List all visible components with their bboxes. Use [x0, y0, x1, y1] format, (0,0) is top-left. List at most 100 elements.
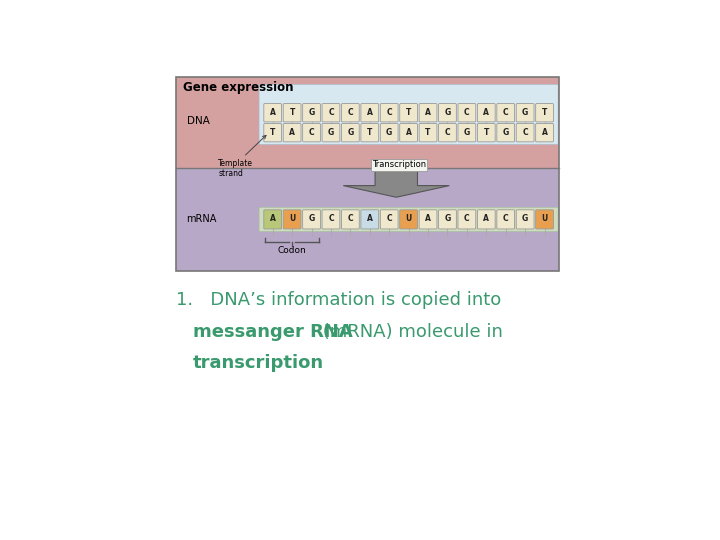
FancyBboxPatch shape	[283, 210, 301, 229]
Text: Transcription: Transcription	[372, 160, 426, 170]
Text: mRNA: mRNA	[186, 213, 217, 224]
Text: G: G	[347, 128, 354, 137]
Ellipse shape	[345, 179, 467, 266]
Text: G: G	[522, 214, 528, 224]
FancyBboxPatch shape	[341, 104, 359, 122]
Text: A: A	[270, 214, 276, 224]
FancyBboxPatch shape	[438, 210, 456, 229]
FancyBboxPatch shape	[419, 124, 437, 142]
Text: A: A	[541, 128, 547, 137]
Text: C: C	[387, 214, 392, 224]
FancyBboxPatch shape	[380, 210, 398, 229]
Text: A: A	[483, 108, 489, 117]
FancyBboxPatch shape	[419, 104, 437, 122]
Text: A: A	[367, 108, 373, 117]
FancyBboxPatch shape	[438, 104, 456, 122]
Text: U: U	[405, 214, 412, 224]
FancyBboxPatch shape	[536, 210, 554, 229]
Text: A: A	[367, 214, 373, 224]
Text: G: G	[328, 128, 334, 137]
Text: DNA: DNA	[186, 116, 210, 126]
FancyBboxPatch shape	[322, 104, 340, 122]
Text: A: A	[483, 214, 489, 224]
Text: G: G	[444, 108, 451, 117]
Text: A: A	[289, 128, 295, 137]
FancyBboxPatch shape	[380, 104, 398, 122]
Text: T: T	[484, 128, 489, 137]
Text: G: G	[464, 128, 470, 137]
FancyBboxPatch shape	[458, 104, 476, 122]
Text: T: T	[289, 108, 294, 117]
FancyBboxPatch shape	[302, 210, 320, 229]
FancyBboxPatch shape	[400, 124, 418, 142]
FancyBboxPatch shape	[264, 124, 282, 142]
Text: 1.   DNA’s information is copied into: 1. DNA’s information is copied into	[176, 292, 502, 309]
FancyBboxPatch shape	[322, 210, 340, 229]
FancyBboxPatch shape	[497, 210, 515, 229]
Text: C: C	[309, 128, 315, 137]
Text: T: T	[542, 108, 547, 117]
FancyBboxPatch shape	[458, 124, 476, 142]
Text: C: C	[503, 108, 508, 117]
Text: A: A	[425, 108, 431, 117]
FancyBboxPatch shape	[302, 104, 320, 122]
FancyBboxPatch shape	[477, 210, 495, 229]
FancyBboxPatch shape	[438, 124, 456, 142]
Text: A: A	[405, 128, 412, 137]
FancyBboxPatch shape	[400, 104, 418, 122]
Text: C: C	[464, 214, 469, 224]
FancyBboxPatch shape	[302, 124, 320, 142]
Text: G: G	[522, 108, 528, 117]
FancyBboxPatch shape	[341, 124, 359, 142]
FancyBboxPatch shape	[361, 124, 379, 142]
Polygon shape	[343, 170, 449, 197]
FancyBboxPatch shape	[380, 124, 398, 142]
Text: transcription: transcription	[193, 354, 324, 372]
Text: G: G	[308, 108, 315, 117]
FancyBboxPatch shape	[516, 210, 534, 229]
FancyBboxPatch shape	[497, 124, 515, 142]
Text: G: G	[444, 214, 451, 224]
Text: C: C	[522, 128, 528, 137]
FancyBboxPatch shape	[341, 210, 359, 229]
Text: G: G	[386, 128, 392, 137]
Text: U: U	[541, 214, 548, 224]
FancyBboxPatch shape	[322, 124, 340, 142]
FancyBboxPatch shape	[259, 207, 558, 232]
Text: C: C	[328, 214, 334, 224]
Text: A: A	[270, 108, 276, 117]
FancyBboxPatch shape	[516, 124, 534, 142]
FancyBboxPatch shape	[264, 104, 282, 122]
FancyBboxPatch shape	[497, 104, 515, 122]
FancyBboxPatch shape	[283, 124, 301, 142]
FancyBboxPatch shape	[516, 104, 534, 122]
Text: C: C	[464, 108, 469, 117]
FancyBboxPatch shape	[283, 104, 301, 122]
FancyBboxPatch shape	[361, 210, 379, 229]
Bar	[176, 77, 559, 168]
FancyBboxPatch shape	[264, 210, 282, 229]
Text: C: C	[348, 214, 354, 224]
Text: (mRNA) molecule in: (mRNA) molecule in	[317, 322, 503, 341]
Text: C: C	[348, 108, 354, 117]
Text: T: T	[426, 128, 431, 137]
FancyBboxPatch shape	[419, 210, 437, 229]
Bar	[176, 168, 559, 271]
FancyBboxPatch shape	[477, 124, 495, 142]
Text: C: C	[328, 108, 334, 117]
FancyBboxPatch shape	[361, 104, 379, 122]
Text: Template
strand: Template strand	[218, 159, 253, 178]
Text: Gene expression: Gene expression	[183, 82, 294, 94]
FancyBboxPatch shape	[477, 104, 495, 122]
Text: T: T	[367, 128, 372, 137]
Text: G: G	[503, 128, 509, 137]
Text: messanger RNA: messanger RNA	[193, 322, 353, 341]
Ellipse shape	[194, 78, 328, 185]
FancyBboxPatch shape	[259, 84, 558, 144]
FancyBboxPatch shape	[536, 124, 554, 142]
Text: T: T	[270, 128, 275, 137]
FancyBboxPatch shape	[536, 104, 554, 122]
Text: U: U	[289, 214, 295, 224]
FancyBboxPatch shape	[458, 210, 476, 229]
Text: C: C	[503, 214, 508, 224]
